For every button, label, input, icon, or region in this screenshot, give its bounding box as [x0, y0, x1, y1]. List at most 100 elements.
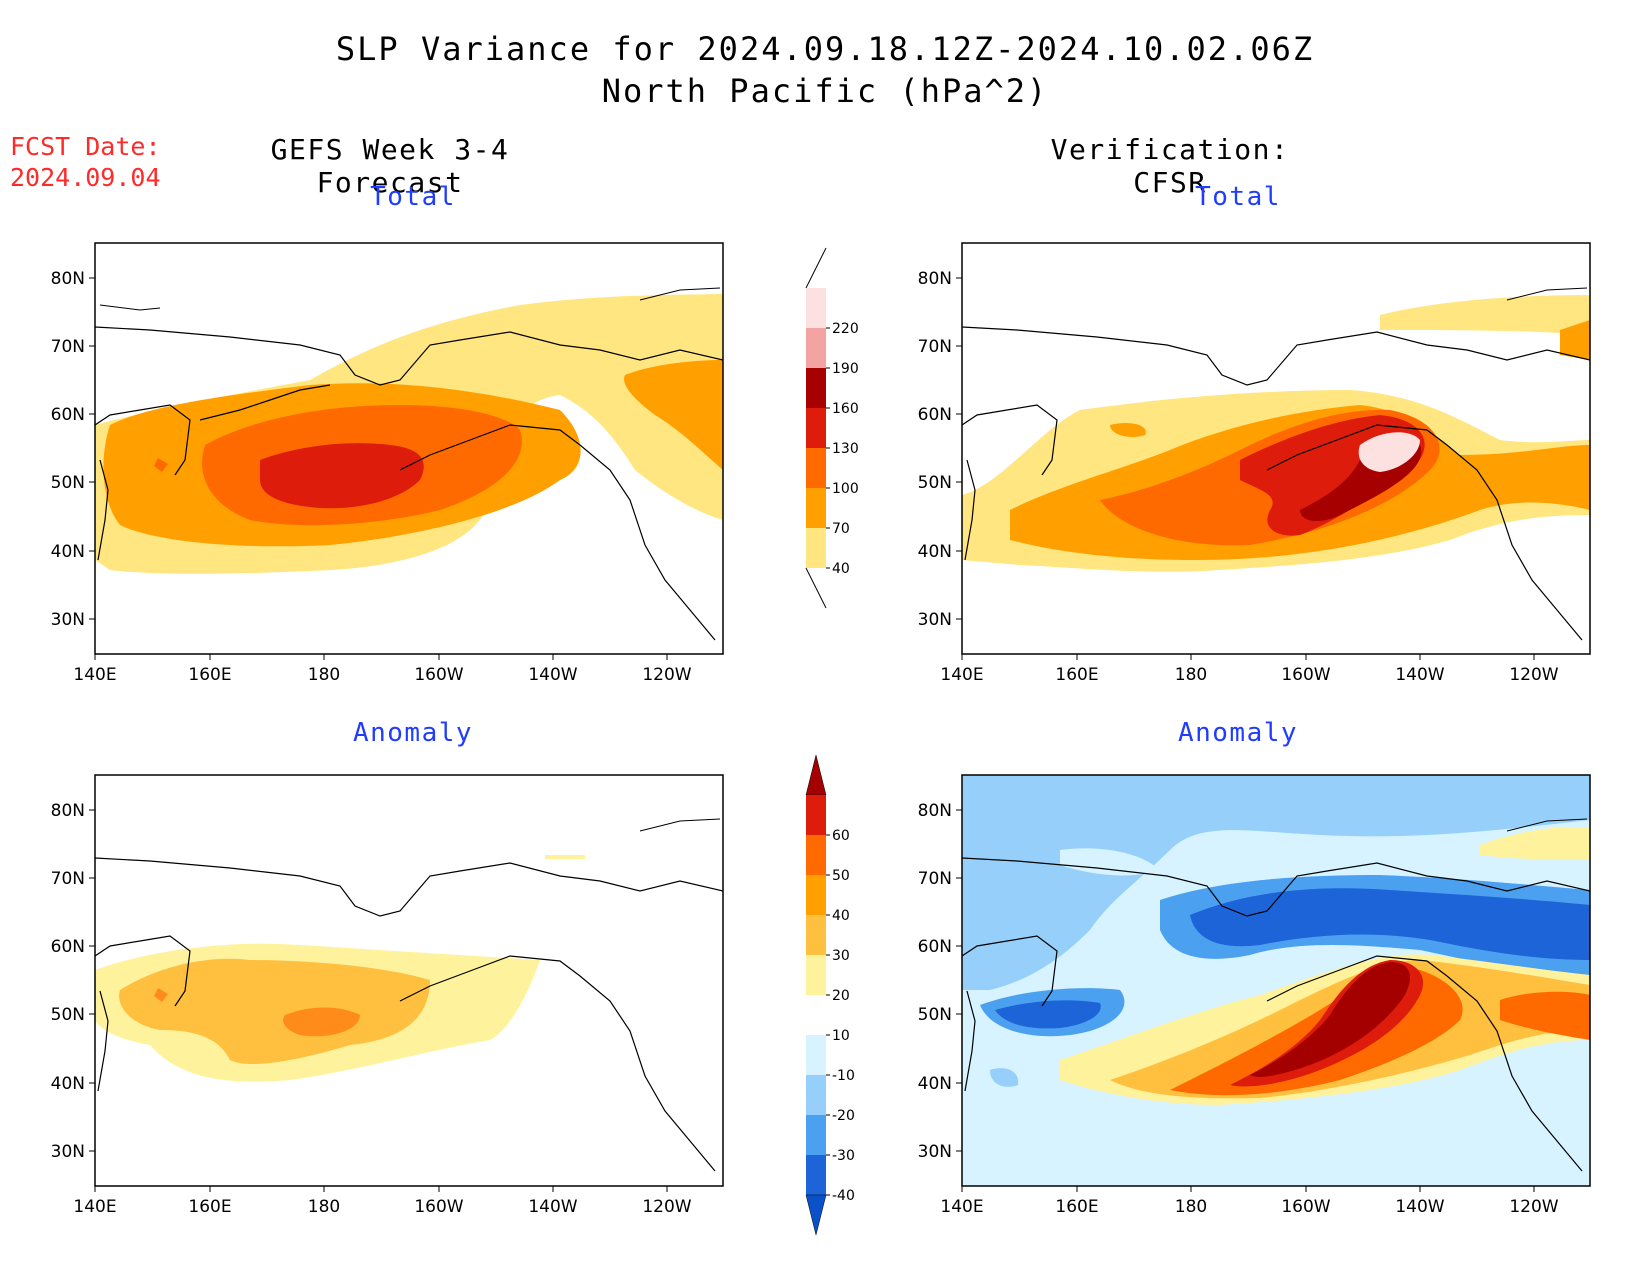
colorbar-level-label: 40: [832, 908, 850, 924]
colorbar-swatch: [806, 528, 826, 568]
colorbar-level-label: 30: [832, 948, 850, 964]
colorbar-arrow-bottom: [805, 567, 827, 609]
colorbar-swatch: [806, 995, 826, 1035]
lat-tick-label-verification-anomaly: 70N: [918, 869, 952, 889]
lon-tick-label-forecast-anomaly: 180: [308, 1197, 340, 1217]
colorbar-swatch: [806, 328, 826, 368]
lon-tick-label-forecast-total: 160E: [188, 665, 231, 685]
lon-tick-label-forecast-anomaly: 140E: [73, 1197, 116, 1217]
lat-tick-label-forecast-total: 80N: [51, 269, 85, 289]
lat-tick-label-verification-anomaly: 30N: [918, 1142, 952, 1162]
colorbar-swatch: [806, 408, 826, 448]
colorbar-swatch: [806, 1035, 826, 1075]
lat-tick-label-forecast-anomaly: 50N: [51, 1005, 85, 1025]
lat-tick-label-forecast-total: 30N: [51, 610, 85, 630]
colorbar-swatch: [806, 875, 826, 915]
lon-tick-label-forecast-total: 120W: [642, 665, 691, 685]
lon-tick-label-verification-total: 180: [1175, 665, 1207, 685]
lon-tick-label-verification-anomaly: 120W: [1509, 1197, 1558, 1217]
left-column-title: GEFS Week 3-4 Forecast: [270, 133, 510, 199]
lat-tick-label-forecast-anomaly: 80N: [51, 801, 85, 821]
colorbar-total: 220 190 160 130 100 70 40: [805, 247, 859, 609]
axis-labels: 80N 70N 60N 50N 40N 30N 140E 160E 180 160W 140W 120…: [51, 269, 1559, 1217]
colorbar-level-label: -40: [832, 1188, 855, 1204]
lon-tick-label-forecast-anomaly: 160W: [414, 1197, 463, 1217]
map-forecast-anomaly: [94, 774, 724, 1187]
lon-tick-label-verification-total: 160W: [1281, 665, 1330, 685]
lat-tick-label-forecast-total: 50N: [51, 473, 85, 493]
colorbar-level-label: 50: [832, 868, 850, 884]
colorbar-swatch: [806, 955, 826, 995]
lat-tick-label-verification-total: 60N: [918, 405, 952, 425]
colorbar-level-label: 60: [832, 828, 850, 844]
colorbar-anomaly: 60 50 40 30 20 10 -10 -20 -30 -40: [805, 754, 855, 1236]
lat-tick-label-forecast-total: 70N: [51, 337, 85, 357]
lon-tick-label-verification-total: 140E: [940, 665, 983, 685]
colorbar-swatch: [806, 288, 826, 328]
lat-tick-label-verification-total: 50N: [918, 473, 952, 493]
lat-tick-label-verification-anomaly: 50N: [918, 1005, 952, 1025]
lon-tick-label-forecast-anomaly: 120W: [642, 1197, 691, 1217]
lon-tick-label-verification-anomaly: 140E: [940, 1197, 983, 1217]
colorbar-arrow-top: [805, 247, 827, 289]
panel-title-total-forecast: Total: [370, 182, 456, 212]
map-verification-total: [961, 242, 1591, 655]
colorbar-swatch: [806, 448, 826, 488]
fcst-date-value: 2024.09.04: [10, 163, 161, 192]
lat-tick-label-forecast-anomaly: 30N: [51, 1142, 85, 1162]
lon-tick-label-forecast-total: 140E: [73, 665, 116, 685]
colorbar-level-label: 130: [832, 441, 859, 457]
fcst-date-block: FCST Date: 2024.09.04: [10, 131, 161, 193]
lat-tick-label-verification-anomaly: 40N: [918, 1074, 952, 1094]
lat-tick-label-forecast-anomaly: 70N: [51, 869, 85, 889]
colorbar-swatch: [806, 795, 826, 835]
colorbar-level-label: 10: [832, 1028, 850, 1044]
colorbar-level-label: -10: [832, 1068, 855, 1084]
panel-title-anomaly-forecast: Anomaly: [352, 718, 474, 748]
lon-tick-label-verification-anomaly: 160E: [1055, 1197, 1098, 1217]
colorbar-level-label: -30: [832, 1148, 855, 1164]
lon-tick-label-forecast-total: 160W: [414, 665, 463, 685]
colorbar-swatch: [806, 1075, 826, 1115]
colorbar-swatch: [806, 835, 826, 875]
lat-tick-label-forecast-anomaly: 40N: [51, 1074, 85, 1094]
lon-tick-label-forecast-total: 180: [308, 665, 340, 685]
colorbar-arrow-top: [805, 754, 827, 796]
colorbar-level-label: 70: [832, 521, 850, 537]
lat-tick-label-verification-total: 70N: [918, 337, 952, 357]
map-forecast-total: [94, 242, 724, 655]
lat-tick-label-verification-total: 80N: [918, 269, 952, 289]
lat-tick-label-verification-total: 40N: [918, 542, 952, 562]
colorbar-swatch: [806, 915, 826, 955]
colorbar-level-label: 40: [832, 561, 850, 577]
lon-tick-label-forecast-anomaly: 160E: [188, 1197, 231, 1217]
colorbar-arrow-bottom: [805, 1194, 827, 1236]
lon-tick-label-verification-anomaly: 180: [1175, 1197, 1207, 1217]
panel-title-anomaly-verification: Anomaly: [1177, 718, 1299, 748]
lon-tick-label-verification-total: 160E: [1055, 665, 1098, 685]
colorbar-level-label: 20: [832, 988, 850, 1004]
colorbar-swatch: [806, 1115, 826, 1155]
lat-tick-label-forecast-total: 40N: [51, 542, 85, 562]
lat-tick-label-verification-total: 30N: [918, 610, 952, 630]
colorbar-swatch: [806, 368, 826, 408]
colorbar-swatch: [806, 488, 826, 528]
lon-tick-label-forecast-total: 140W: [528, 665, 577, 685]
lat-tick-label-forecast-anomaly: 60N: [51, 937, 85, 957]
colorbar-level-label: 160: [832, 401, 859, 417]
main-subtitle: North Pacific (hPa^2): [601, 72, 1049, 110]
lat-tick-label-verification-anomaly: 80N: [918, 801, 952, 821]
lon-tick-label-verification-anomaly: 140W: [1395, 1197, 1444, 1217]
lon-tick-label-forecast-anomaly: 140W: [528, 1197, 577, 1217]
map-verification-anomaly: [961, 774, 1591, 1187]
panel-title-total-verification: Total: [1195, 182, 1281, 212]
lat-tick-label-forecast-total: 60N: [51, 405, 85, 425]
fcst-date-label: FCST Date:: [10, 132, 161, 161]
colorbar-swatch: [806, 1155, 826, 1195]
colorbar-level-label: 220: [832, 321, 859, 337]
lon-tick-label-verification-total: 140W: [1395, 665, 1444, 685]
colorbar-level-label: 190: [832, 361, 859, 377]
lon-tick-label-verification-total: 120W: [1509, 665, 1558, 685]
main-title: SLP Variance for 2024.09.18.12Z-2024.10.…: [335, 30, 1315, 68]
